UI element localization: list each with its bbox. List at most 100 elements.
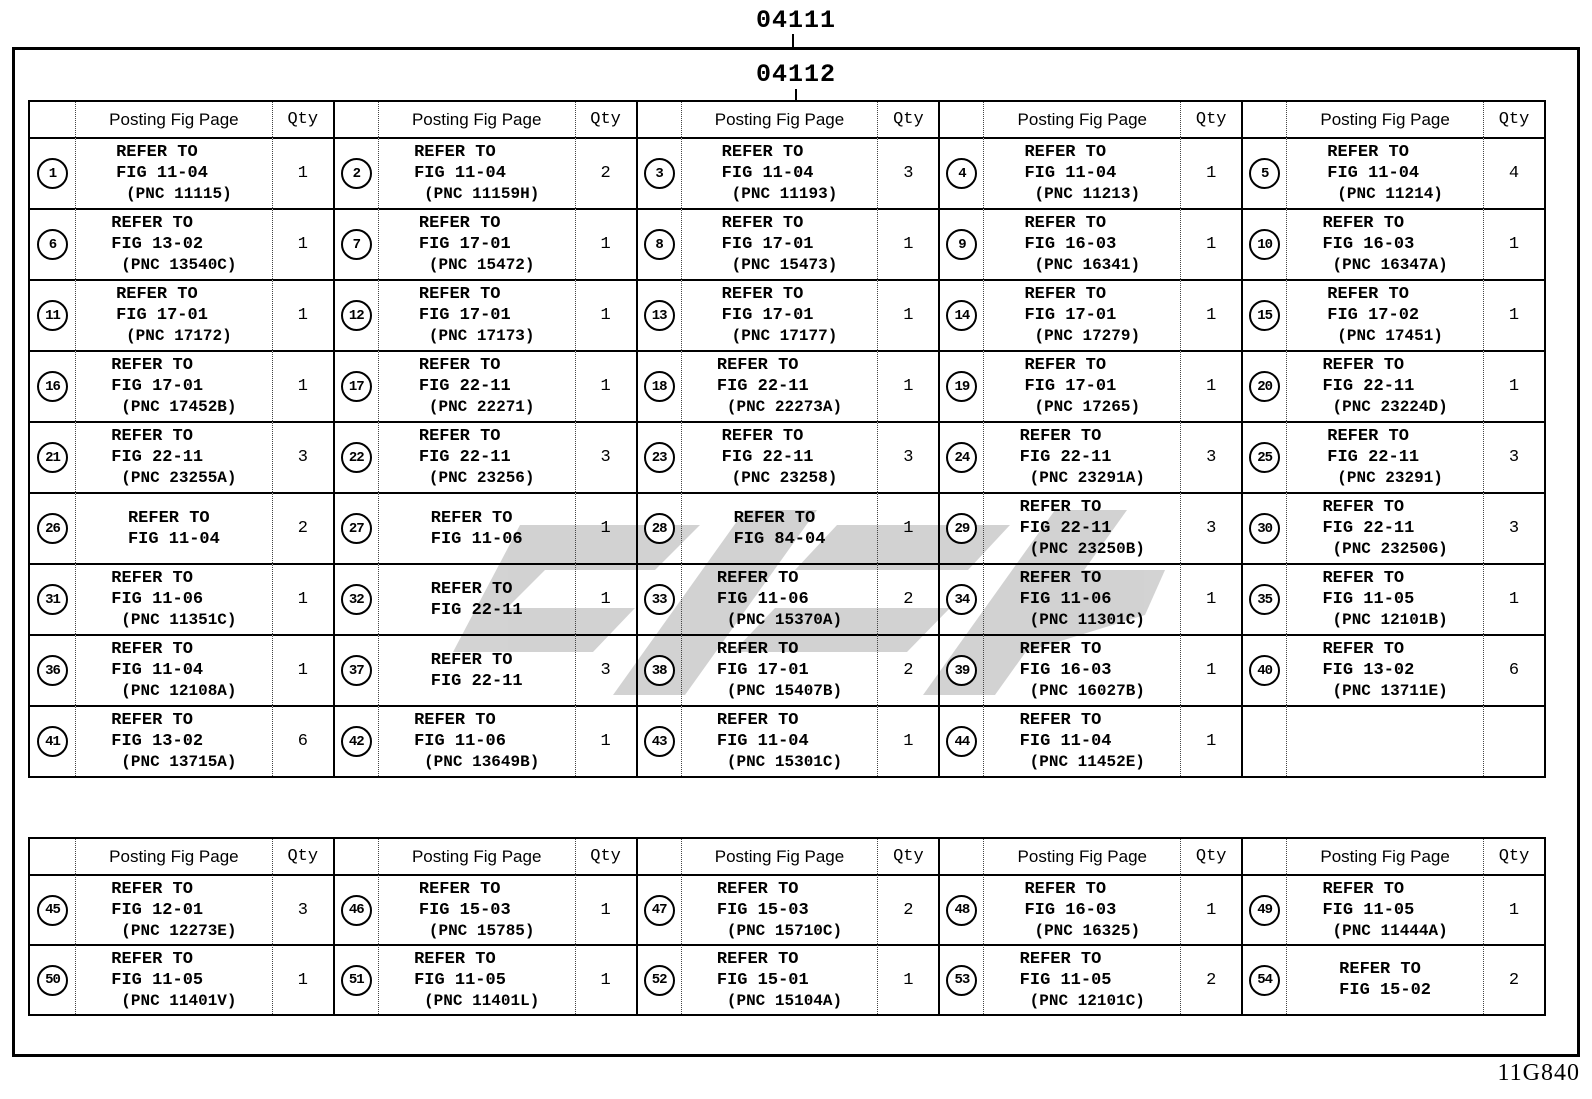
item-number-badge: 13 bbox=[643, 300, 675, 331]
pnc-line: (PNC 15472) bbox=[428, 256, 535, 274]
qty-cell: 1 bbox=[1180, 279, 1242, 350]
header-posting-cell: Posting Fig Page bbox=[983, 102, 1180, 137]
qty-cell: 1 bbox=[271, 563, 333, 634]
posting-fig-text: REFER TO FIG 11-04 bbox=[128, 508, 220, 550]
posting-fig-cell: REFER TO FIG 13-02 (PNC 13711E) bbox=[1286, 634, 1483, 705]
fig-line: FIG 17-01 bbox=[716, 661, 809, 680]
refer-line: REFER TO bbox=[418, 427, 501, 446]
qty-cell: 3 bbox=[574, 421, 636, 492]
fig-line: FIG 17-01 bbox=[418, 306, 511, 325]
posting-fig-cell: REFER TO FIG 11-04 (PNC 11452E) bbox=[983, 705, 1181, 776]
posting-fig-text: REFER TO FIG 84-04 bbox=[734, 508, 826, 550]
posting-fig-cell: REFER TO FIG 84-04 bbox=[680, 492, 878, 563]
pnc-line: (PNC 13711E) bbox=[1332, 682, 1448, 700]
pnc-line: (PNC 17452B) bbox=[121, 398, 237, 416]
item-number-badge: 8 bbox=[643, 229, 675, 260]
item-number-cell: 30 bbox=[1241, 492, 1287, 563]
posting-fig-text: REFER TO FIG 17-01 (PNC 17452B) bbox=[111, 355, 236, 418]
refer-line: REFER TO bbox=[111, 640, 193, 659]
header-posting-cell: Posting Fig Page bbox=[680, 102, 878, 137]
item-number-badge: 50 bbox=[37, 964, 68, 996]
item-number-badge: 35 bbox=[1249, 584, 1281, 615]
qty-cell: 1 bbox=[1180, 634, 1242, 705]
posting-fig-text: REFER TO FIG 12-01 (PNC 12273E) bbox=[111, 879, 236, 942]
refer-line: REFER TO bbox=[111, 427, 193, 446]
pnc-line: (PNC 13715A) bbox=[121, 753, 237, 771]
pnc-line: (PNC 15301C) bbox=[726, 753, 843, 771]
posting-fig-cell: REFER TO FIG 22-11 (PNC 23255A) bbox=[75, 421, 272, 492]
qty-cell: 2 bbox=[877, 874, 939, 944]
posting-fig-text: REFER TO FIG 11-06 (PNC 15370A) bbox=[717, 568, 842, 631]
item-number-badge: 6 bbox=[37, 229, 68, 260]
posting-fig-text: REFER TO FIG 11-05 (PNC 12101B) bbox=[1322, 568, 1447, 631]
fig-line: FIG 15-01 bbox=[716, 970, 809, 990]
posting-fig-cell: REFER TO FIG 22-11 bbox=[377, 634, 575, 705]
item-number-badge: 28 bbox=[643, 513, 675, 544]
refer-line: REFER TO bbox=[1024, 285, 1107, 304]
qty-cell: 1 bbox=[574, 944, 636, 1014]
fig-line: FIG 11-05 bbox=[1322, 590, 1415, 609]
item-number-badge: 10 bbox=[1249, 229, 1281, 260]
posting-fig-text: REFER TO FIG 22-11 (PNC 23291A) bbox=[1020, 426, 1145, 489]
qty-cell: 1 bbox=[271, 208, 333, 279]
item-number-badge: 49 bbox=[1249, 894, 1281, 926]
posting-fig-text: REFER TO FIG 11-04 (PNC 11213) bbox=[1024, 142, 1140, 205]
refer-line: REFER TO bbox=[1322, 569, 1405, 588]
fig-line: FIG 11-04 bbox=[127, 529, 220, 549]
posting-fig-text: REFER TO FIG 15-03 (PNC 15785) bbox=[419, 879, 535, 942]
posting-fig-cell: REFER TO FIG 11-06 (PNC 11351C) bbox=[75, 563, 272, 634]
item-number-cell: 22 bbox=[332, 421, 378, 492]
fig-line: FIG 11-05 bbox=[1019, 970, 1112, 990]
pnc-line: (PNC 23250B) bbox=[1029, 540, 1145, 558]
item-number-cell: 2 bbox=[332, 137, 378, 208]
header-posting-cell: Posting Fig Page bbox=[1286, 839, 1483, 874]
fig-line: FIG 11-06 bbox=[1019, 590, 1112, 609]
item-number-cell: 5 bbox=[1241, 137, 1287, 208]
posting-fig-cell: REFER TO FIG 17-01 (PNC 15473) bbox=[680, 208, 878, 279]
qty-cell: 2 bbox=[877, 563, 939, 634]
item-number-badge: 53 bbox=[946, 964, 978, 996]
refer-line: REFER TO bbox=[733, 508, 816, 528]
refer-line: REFER TO bbox=[111, 879, 193, 899]
item-number-cell: 18 bbox=[635, 350, 681, 421]
pnc-line: (PNC 22271) bbox=[428, 398, 535, 416]
posting-fig-cell bbox=[1286, 705, 1483, 776]
pnc-line: (PNC 17173) bbox=[428, 327, 535, 345]
item-number-badge: 23 bbox=[643, 442, 675, 473]
pnc-line: (PNC 11115) bbox=[126, 185, 232, 203]
fig-line: FIG 11-04 bbox=[721, 164, 814, 183]
item-number-badge: 41 bbox=[37, 726, 68, 757]
posting-fig-text: REFER TO FIG 11-04 (PNC 11452E) bbox=[1020, 710, 1145, 773]
posting-fig-cell: REFER TO FIG 11-06 (PNC 13649B) bbox=[377, 705, 575, 776]
item-number-cell: 47 bbox=[635, 874, 681, 944]
qty-cell: 3 bbox=[271, 874, 333, 944]
pnc-line: (PNC 12108A) bbox=[121, 682, 237, 700]
refer-line: REFER TO bbox=[1327, 143, 1409, 162]
header-qty-cell: Qty bbox=[1483, 102, 1544, 137]
item-number-badge: 18 bbox=[643, 371, 675, 402]
pnc-line: (PNC 11452E) bbox=[1029, 753, 1145, 771]
fig-line: FIG 17-01 bbox=[721, 306, 814, 325]
pnc-line: (PNC 15104A) bbox=[726, 991, 843, 1010]
refer-line: REFER TO bbox=[1024, 143, 1107, 162]
posting-fig-cell: REFER TO FIG 11-04 (PNC 11214) bbox=[1286, 137, 1483, 208]
item-number-cell bbox=[1241, 705, 1287, 776]
pnc-line: (PNC 11214) bbox=[1337, 185, 1443, 203]
item-number-badge: 25 bbox=[1249, 442, 1281, 473]
header-blank-cell bbox=[635, 102, 681, 137]
item-number-cell: 16 bbox=[30, 350, 75, 421]
header-blank-cell bbox=[938, 102, 983, 137]
refer-line: REFER TO bbox=[430, 579, 513, 599]
item-number-cell: 50 bbox=[30, 944, 75, 1014]
refer-line: REFER TO bbox=[1019, 711, 1102, 730]
fig-line: FIG 11-04 bbox=[1019, 732, 1112, 751]
posting-fig-cell: REFER TO FIG 22-11 (PNC 23291A) bbox=[983, 421, 1181, 492]
fig-line: FIG 11-04 bbox=[116, 164, 208, 183]
refer-line: REFER TO bbox=[716, 569, 799, 588]
qty-cell: 3 bbox=[271, 421, 333, 492]
posting-fig-cell: REFER TO FIG 11-06 (PNC 15370A) bbox=[680, 563, 878, 634]
refer-line: REFER TO bbox=[1322, 214, 1405, 233]
refer-line: REFER TO bbox=[1019, 640, 1102, 659]
posting-fig-cell: REFER TO FIG 22-11 (PNC 23258) bbox=[680, 421, 878, 492]
refer-line: REFER TO bbox=[1024, 879, 1107, 899]
